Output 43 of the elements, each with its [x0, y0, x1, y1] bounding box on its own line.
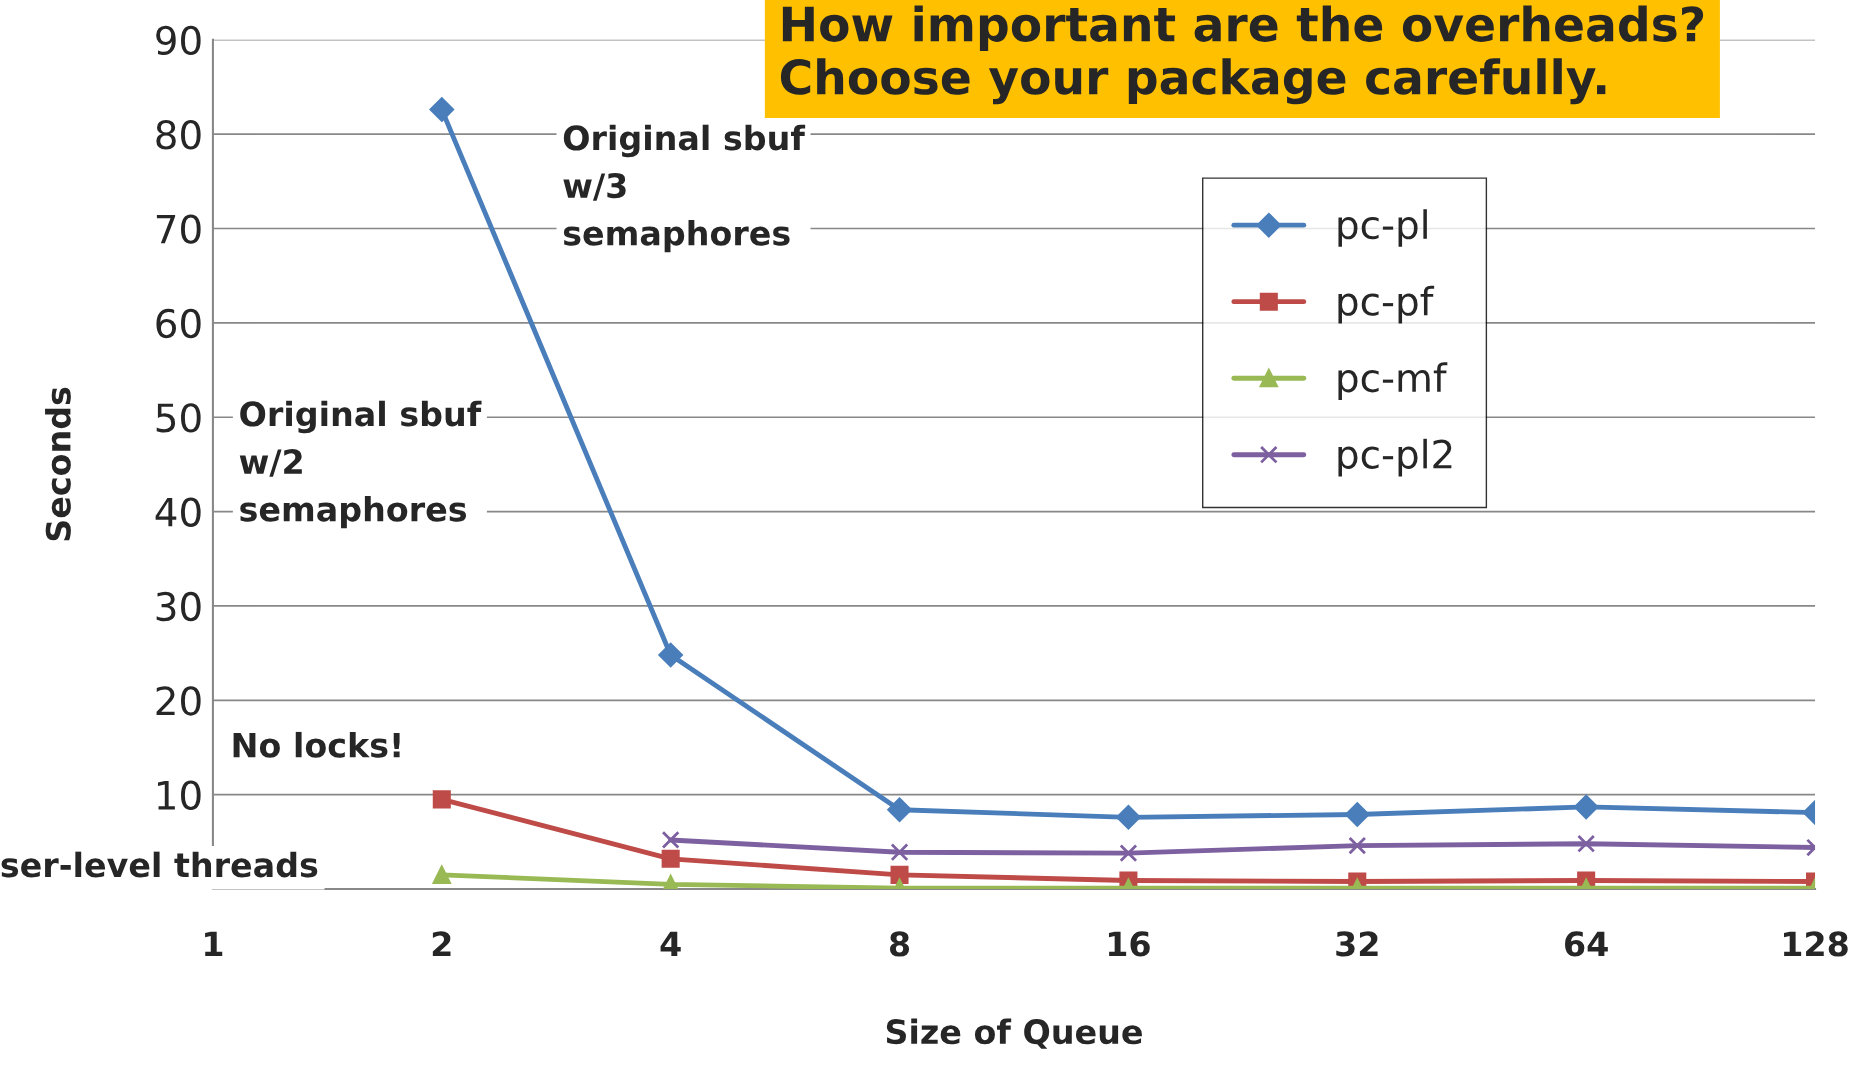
y-tick-label: 40 [155, 497, 201, 527]
y-axis-title: Seconds [45, 387, 71, 541]
x-tick-label: 16 [1108, 931, 1150, 957]
y-tick-label: 10 [157, 780, 201, 810]
x-axis-title: Size of Queue [886, 1018, 1142, 1049]
point [1348, 836, 1367, 855]
x-tick-label: 1 [205, 931, 223, 957]
legend-label: pc-pl2 [1338, 438, 1452, 477]
legend-label: pc-pf [1338, 285, 1435, 324]
y-tick-label: 90 [156, 25, 201, 56]
y-tick-label: 70 [156, 214, 201, 244]
point [1577, 834, 1596, 853]
y-tick-label: 60 [156, 308, 201, 339]
x-tick-label: 128 [1784, 931, 1848, 957]
y-tick-label: 50 [156, 403, 201, 433]
point [658, 642, 683, 668]
point [1573, 794, 1599, 820]
x-tick-label: 2 [432, 931, 451, 957]
legend-label: pc-mf [1338, 362, 1448, 400]
point [890, 865, 909, 884]
x-tick-label: 4 [660, 931, 681, 957]
point [432, 790, 451, 809]
legend-label: pc-pl [1338, 209, 1427, 247]
point [432, 865, 451, 884]
point [429, 97, 454, 122]
point [1345, 802, 1370, 827]
annotation: Original sbuf w/2 semaphores [239, 400, 482, 529]
y-tick-label: 30 [156, 591, 201, 622]
point [887, 797, 912, 822]
annotation: Original sbuf w/3 semaphores [563, 124, 806, 253]
annotation: No locks! [233, 731, 400, 758]
chart-title: How important are the overheads? Choose your package carefully. [780, 5, 1704, 105]
x-tick-label: 8 [889, 931, 910, 957]
annotation: ser-level threads [1, 851, 318, 878]
y-tick-label: 80 [156, 120, 201, 150]
y-tick-label: 20 [156, 686, 201, 716]
point [890, 843, 909, 862]
point [661, 830, 680, 849]
point [1116, 805, 1141, 830]
point [661, 849, 680, 868]
x-tick-label: 64 [1565, 931, 1608, 957]
x-tick-label: 32 [1336, 931, 1378, 957]
point [1119, 844, 1138, 863]
